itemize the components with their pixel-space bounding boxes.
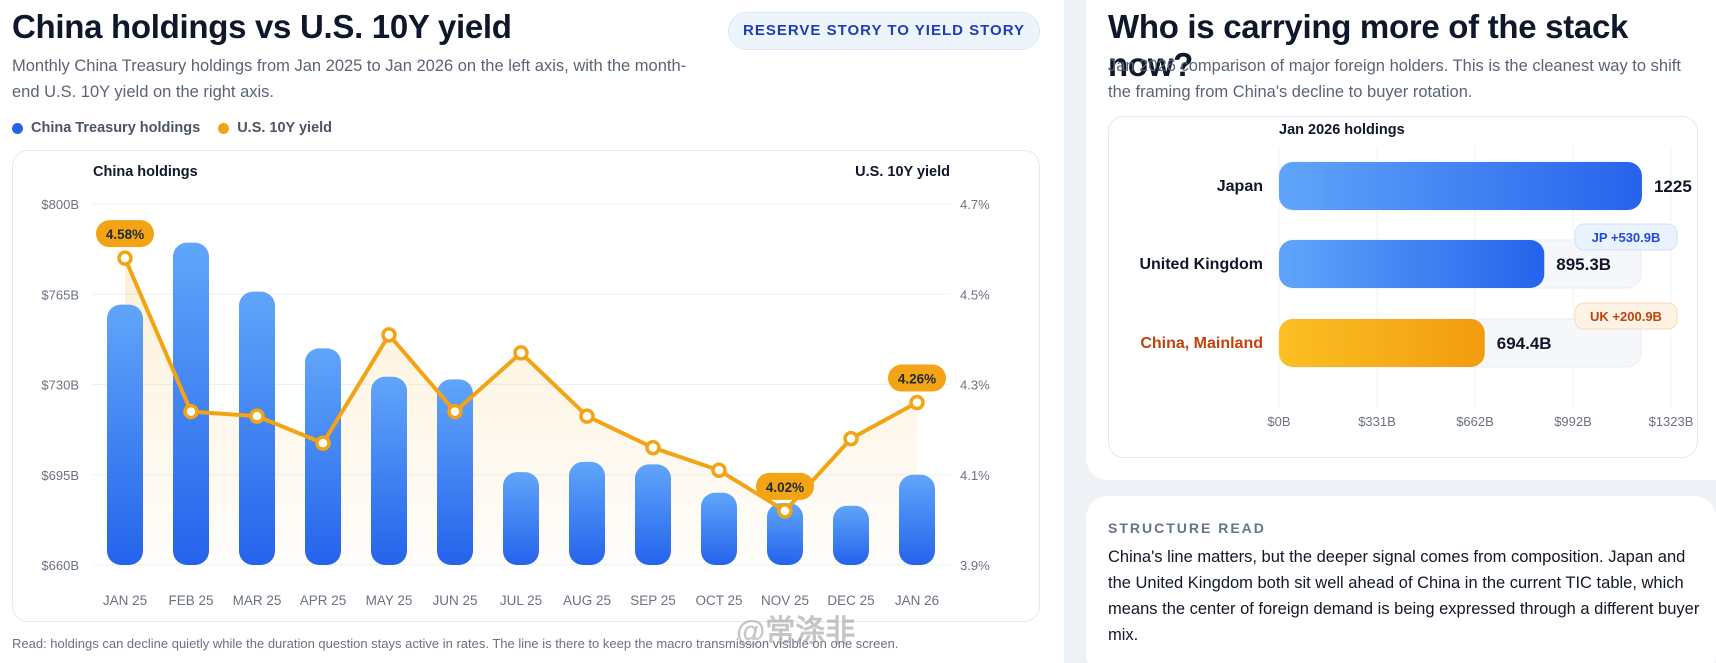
yield-point-mar-25	[249, 408, 265, 424]
left-tick-label: $730B	[41, 378, 79, 393]
bar-holdings-apr-25	[305, 348, 341, 565]
bar-holdings-jan-26	[899, 474, 935, 565]
right-tick-label: 4.3%	[960, 378, 990, 393]
structure-text: China's line matters, but the deeper sig…	[1108, 548, 1700, 644]
bar-holdings-mar-25	[239, 291, 275, 565]
bar-holdings-jun-25	[437, 379, 473, 565]
bar-holdings-sep-25	[635, 464, 671, 565]
x-tick-label: $0B	[1267, 414, 1290, 429]
gap-badge	[1574, 223, 1678, 251]
yield-point-jan-25	[117, 250, 133, 266]
x-tick-label: JAN 25	[103, 593, 147, 608]
yield-point-oct-25	[711, 462, 727, 478]
x-tick-label: JAN 26	[895, 593, 939, 608]
bar-holdings-oct-25	[701, 492, 737, 565]
gap-badge-label: UK +200.9B	[1590, 309, 1662, 324]
read-note: Read: holdings can decline quietly while…	[12, 636, 899, 651]
legend-dot-yield	[218, 122, 230, 134]
combo-chart: China holdings U.S. 10Y yield $800B $765B $7…	[41, 164, 990, 608]
yield-point-jul-25	[513, 345, 529, 361]
legend-label-holdings: China Treasury holdings	[31, 120, 201, 136]
left-tick-label: $765B	[41, 287, 79, 302]
yield-annotation-label: 4.26%	[898, 372, 936, 387]
bar-category-label: China, Mainland	[1140, 335, 1263, 352]
right-tick-label: 4.5%	[960, 287, 990, 302]
chart-subtitle: Monthly China Treasury holdings from Jan…	[12, 57, 687, 101]
watermark: @常涤非	[736, 615, 856, 648]
x-tick-label: NOV 25	[761, 593, 809, 608]
x-tick-label: MAR 25	[233, 593, 282, 608]
yield-point-apr-25	[315, 435, 331, 451]
x-tick-label: $1323B	[1649, 414, 1694, 429]
yield-annotation-badge	[888, 364, 946, 392]
right-tick-label: 3.9%	[960, 558, 990, 573]
holders-chart-title: Jan 2026 holdings	[1279, 122, 1405, 138]
structure-label: STRUCTURE READ	[1108, 520, 1266, 536]
yield-annotation-label: 4.02%	[766, 480, 804, 495]
structure-card: STRUCTURE READ China's line matters, but…	[1086, 496, 1716, 663]
bar-value-label: 1225	[1654, 177, 1692, 196]
yield-annotation-label: 4.58%	[106, 227, 144, 242]
x-tick-label: JUN 25	[432, 593, 477, 608]
bar-holdings-may-25	[371, 376, 407, 565]
yield-point-nov-25	[777, 503, 793, 519]
legend: China Treasury holdings U.S. 10Y yield	[12, 120, 332, 136]
x-tick-label: OCT 25	[695, 593, 742, 608]
bar-holdings-jul-25	[503, 472, 539, 565]
bar-china-mainland	[1279, 319, 1485, 367]
holders-bar-chart: Jan 2026 holdings $0B $331B $662B $992B $1323…	[1139, 122, 1694, 429]
x-tick-label: SEP 25	[630, 593, 676, 608]
x-tick-label: FEB 25	[168, 593, 213, 608]
yield-annotation-badge	[96, 220, 154, 248]
left-tick-label: $695B	[41, 468, 79, 483]
right-subtitle: Jan 2026 comparison of major foreign hol…	[1108, 57, 1681, 101]
bar-holdings-nov-25	[767, 503, 803, 565]
gap-badge-label: JP +530.9B	[1592, 230, 1661, 245]
bar-value-label: 694.4B	[1497, 334, 1552, 353]
right-tick-label: 4.1%	[960, 468, 990, 483]
x-tick-label: APR 25	[300, 593, 347, 608]
x-tick-label: MAY 25	[366, 593, 413, 608]
gap-badge	[1574, 302, 1678, 330]
left-axis-title: China holdings	[93, 164, 198, 180]
bar-united-kingdom	[1279, 240, 1545, 288]
left-panel: China holdings vs U.S. 10Y yield RESERVE…	[0, 0, 1064, 663]
legend-label-yield: U.S. 10Y yield	[237, 120, 333, 136]
left-tick-label: $660B	[41, 558, 79, 573]
yield-annotation-badge	[756, 472, 814, 500]
yield-point-feb-25	[183, 403, 199, 420]
left-tick-label: $800B	[41, 197, 79, 212]
x-tick-label: $662B	[1456, 414, 1494, 429]
bar-holdings-aug-25	[569, 461, 605, 565]
bar-holdings-jan-25	[107, 304, 143, 565]
legend-item-holdings: China Treasury holdings	[12, 120, 200, 136]
right-axis-title: U.S. 10Y yield	[855, 164, 950, 180]
right-panel: Who is carrying more of the stack now? J…	[1086, 0, 1716, 480]
x-tick-label: AUG 25	[563, 593, 611, 608]
right-title: Who is carrying more of the stack now?	[1108, 8, 1629, 83]
yield-point-jun-25	[447, 403, 463, 420]
yield-point-dec-25	[843, 430, 859, 447]
bar-japan	[1279, 162, 1642, 210]
x-tick-label: $992B	[1554, 414, 1592, 429]
legend-item-yield: U.S. 10Y yield	[218, 120, 332, 136]
bar-category-label: United Kingdom	[1139, 256, 1263, 273]
page-title: China holdings vs U.S. 10Y yield	[12, 8, 512, 45]
x-tick-label: $331B	[1358, 414, 1396, 429]
bar-category-label: Japan	[1217, 178, 1263, 195]
legend-dot-holdings	[12, 122, 23, 134]
x-tick-label: JUL 25	[500, 593, 542, 608]
right-tick-label: 4.7%	[960, 197, 990, 212]
x-tick-label: DEC 25	[827, 593, 874, 608]
yield-point-may-25	[381, 327, 397, 343]
reserve-story-button[interactable]: RESERVE STORY TO YIELD STORY	[728, 12, 1040, 50]
bar-holdings-dec-25	[833, 505, 869, 565]
yield-point-sep-25	[645, 439, 661, 456]
holders-chart-card: Jan 2026 holdings $0B $331B $662B $992B $1323…	[1108, 116, 1698, 458]
combo-chart-card: China holdings U.S. 10Y yield $800B $765B $7…	[12, 150, 1040, 622]
yield-point-aug-25	[579, 408, 595, 424]
bar-value-label: 895.3B	[1556, 255, 1611, 274]
yield-point-jan-26	[909, 394, 925, 411]
